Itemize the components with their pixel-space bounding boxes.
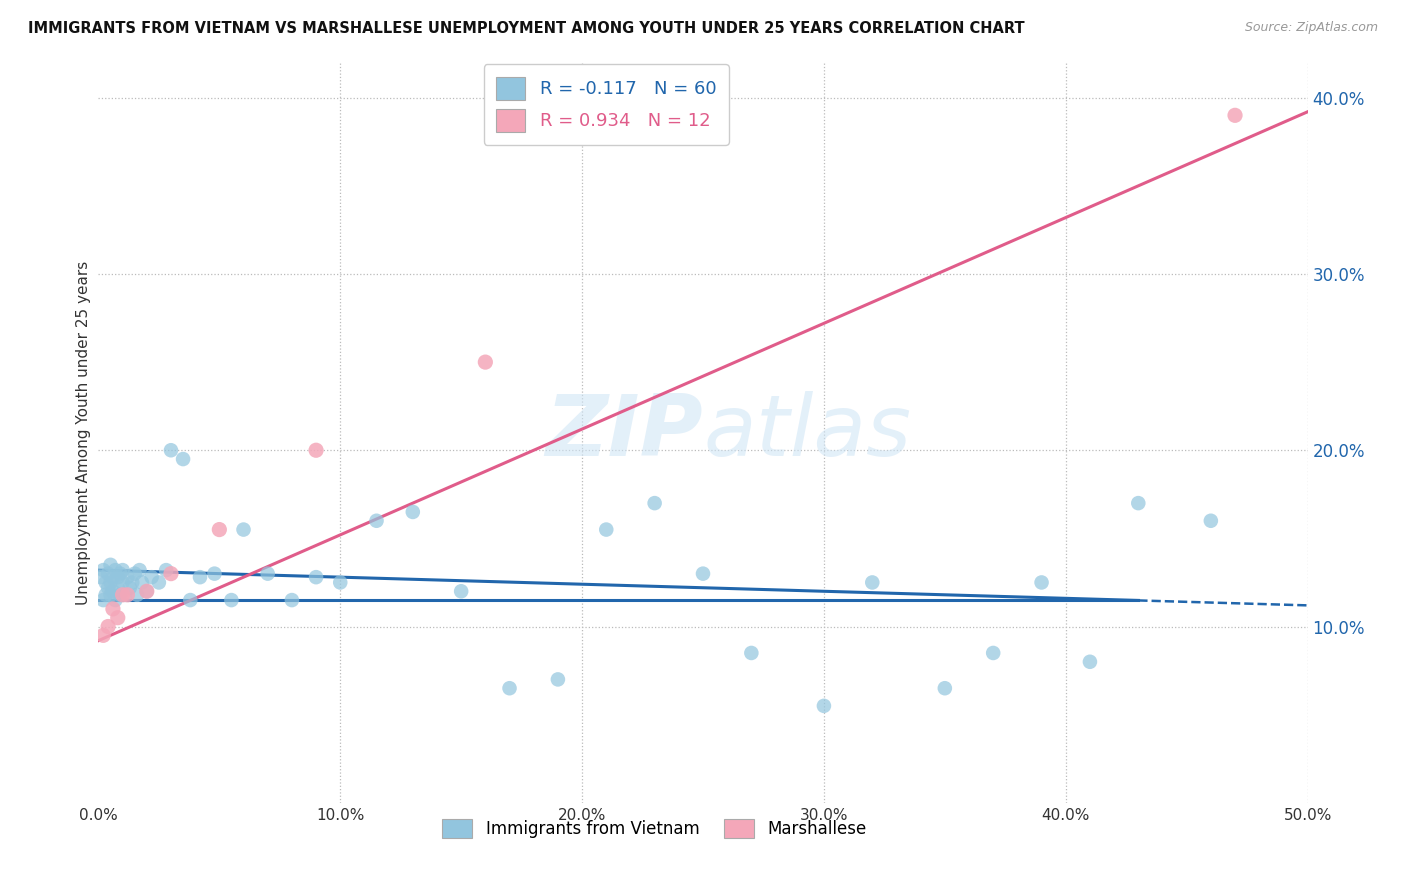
Point	[155, 563, 177, 577]
Point	[100, 588, 122, 602]
Point	[94, 575, 117, 590]
Point	[692, 566, 714, 581]
Point	[107, 581, 129, 595]
Point	[97, 566, 120, 581]
Point	[934, 681, 956, 696]
Point	[208, 523, 231, 537]
Point	[740, 646, 762, 660]
Point	[1031, 575, 1053, 590]
Point	[104, 593, 127, 607]
Point	[860, 575, 883, 590]
Point	[498, 681, 520, 696]
Point	[135, 584, 157, 599]
Point	[256, 566, 278, 581]
Point	[121, 575, 143, 590]
Point	[329, 575, 352, 590]
Point	[305, 443, 328, 458]
Point	[131, 575, 153, 590]
Point	[595, 523, 617, 537]
Point	[547, 673, 569, 687]
Point	[813, 698, 835, 713]
Point	[172, 452, 194, 467]
Point	[160, 443, 183, 458]
Point	[100, 575, 122, 590]
Point	[91, 563, 114, 577]
Point	[450, 584, 472, 599]
Point	[91, 628, 114, 642]
Point	[281, 593, 304, 607]
Text: atlas: atlas	[703, 391, 911, 475]
Point	[114, 588, 136, 602]
Point	[90, 570, 112, 584]
Point	[101, 570, 124, 584]
Point	[117, 588, 139, 602]
Point	[118, 581, 141, 595]
Point	[148, 575, 170, 590]
Point	[97, 581, 120, 595]
Point	[101, 584, 124, 599]
Point	[111, 575, 134, 590]
Point	[474, 355, 496, 369]
Point	[111, 563, 134, 577]
Point	[1128, 496, 1150, 510]
Point	[128, 563, 150, 577]
Point	[644, 496, 666, 510]
Point	[402, 505, 425, 519]
Point	[111, 588, 134, 602]
Point	[188, 570, 211, 584]
Point	[141, 570, 163, 584]
Text: Source: ZipAtlas.com: Source: ZipAtlas.com	[1244, 21, 1378, 34]
Point	[179, 593, 201, 607]
Point	[366, 514, 388, 528]
Point	[135, 584, 157, 599]
Text: ZIP: ZIP	[546, 391, 703, 475]
Text: IMMIGRANTS FROM VIETNAM VS MARSHALLESE UNEMPLOYMENT AMONG YOUTH UNDER 25 YEARS C: IMMIGRANTS FROM VIETNAM VS MARSHALLESE U…	[28, 21, 1025, 36]
Point	[232, 523, 254, 537]
Point	[107, 610, 129, 624]
Point	[124, 566, 146, 581]
Point	[94, 588, 117, 602]
Point	[160, 566, 183, 581]
Point	[100, 558, 122, 572]
Point	[104, 563, 127, 577]
Point	[1223, 108, 1246, 122]
Point	[981, 646, 1004, 660]
Point	[117, 570, 139, 584]
Point	[305, 570, 328, 584]
Y-axis label: Unemployment Among Youth under 25 years: Unemployment Among Youth under 25 years	[76, 260, 91, 605]
Point	[101, 602, 124, 616]
Point	[1078, 655, 1101, 669]
Point	[1199, 514, 1222, 528]
Point	[127, 588, 149, 602]
Legend: Immigrants from Vietnam, Marshallese: Immigrants from Vietnam, Marshallese	[434, 810, 876, 847]
Point	[108, 588, 131, 602]
Point	[108, 566, 131, 581]
Point	[107, 570, 129, 584]
Point	[97, 619, 120, 633]
Point	[91, 593, 114, 607]
Point	[204, 566, 226, 581]
Point	[221, 593, 243, 607]
